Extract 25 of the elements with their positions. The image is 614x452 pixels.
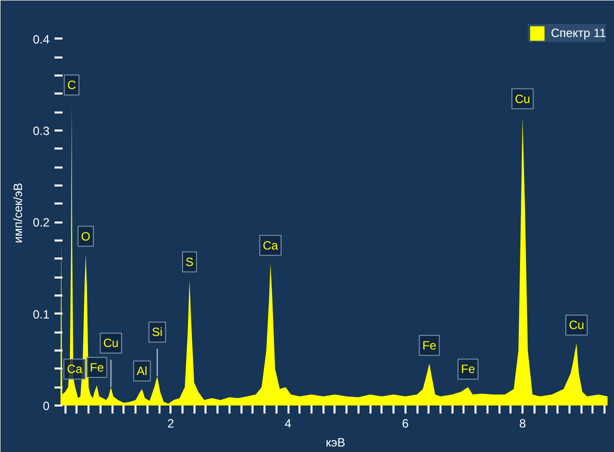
y-tick-label: 0.4 bbox=[32, 32, 50, 46]
annotation: C bbox=[67, 78, 76, 92]
y-axis-title: имп/сек/эВ bbox=[10, 182, 25, 244]
y-tick-label: 0.2 bbox=[32, 216, 50, 230]
x-tick-label: 2 bbox=[167, 416, 174, 430]
y-tick-label: 0 bbox=[42, 399, 50, 413]
x-tick-label: 8 bbox=[519, 416, 526, 430]
annotation: S bbox=[185, 254, 194, 269]
annotation: Fe bbox=[422, 338, 437, 352]
annotation: Fe bbox=[461, 362, 476, 376]
annotation: Al bbox=[136, 364, 148, 378]
legend-label: Спектр 11 bbox=[550, 26, 606, 40]
annotation: Cu bbox=[514, 92, 530, 106]
annotation: Ca bbox=[262, 238, 278, 252]
x-tick-label: 6 bbox=[402, 416, 409, 430]
annotation: Si bbox=[152, 325, 163, 340]
y-tick-label: 0.3 bbox=[32, 124, 50, 138]
annotation: Cu bbox=[103, 336, 119, 350]
annotation: Ca bbox=[66, 362, 83, 376]
x-tick-label: 4 bbox=[284, 416, 292, 430]
annotation: Cu bbox=[568, 318, 584, 332]
y-tick-label: 0.1 bbox=[32, 307, 50, 322]
x-axis-title: кэВ bbox=[326, 436, 346, 450]
annotation: O bbox=[81, 229, 90, 244]
annotation: Fe bbox=[90, 360, 104, 374]
